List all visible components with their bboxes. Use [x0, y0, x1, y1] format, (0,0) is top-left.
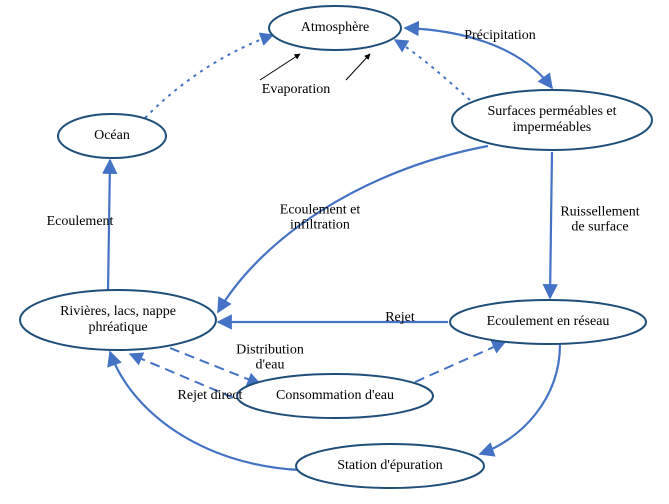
edge-label-e_ecoul_ocean: Ecoulement	[47, 214, 114, 229]
edge-e_infilt	[218, 146, 488, 312]
edge-e_evap_thin1	[260, 54, 300, 80]
edge-label-e_rejetdir: Rejet direct	[178, 388, 243, 403]
edge-e_evap_from_surf	[395, 40, 470, 100]
edge-e_conso_to_ecoul	[415, 342, 505, 382]
edge-e_evap_from_ocean	[145, 35, 273, 118]
edge-label-e_distrib: Distributiond'eau	[236, 343, 304, 373]
edge-label-e_infilt: Ecoulement etinfiltration	[280, 203, 361, 233]
edge-label-e_evap_lbl: Evaporation	[262, 82, 330, 97]
node-surf: Surfaces perméables etimperméables	[452, 90, 652, 150]
edge-label-e_ruiss: Ruissellementde surface	[560, 205, 639, 235]
edge-label-e_rejet: Rejet	[385, 310, 415, 325]
node-step: Station d'épuration	[296, 444, 484, 488]
node-atm: Atmosphère	[269, 6, 401, 50]
node-label-ocean: Océan	[94, 128, 130, 143]
node-label-ecoul: Ecoulement en réseau	[487, 314, 610, 329]
edge-label-e_precip: Précipitation	[464, 28, 536, 43]
water-cycle-diagram: Atmosphère Océan Surfaces perméables etimp…	[0, 0, 669, 504]
node-conso: Consommation d'eau	[237, 374, 433, 418]
node-label-conso: Consommation d'eau	[276, 388, 394, 403]
edge-e_evap_thin2	[346, 54, 370, 80]
node-ocean: Océan	[58, 114, 166, 158]
node-ecoul: Ecoulement en réseau	[450, 300, 646, 344]
nodes-layer: Atmosphère Océan Surfaces perméables etimp…	[20, 6, 652, 488]
node-riv: Rivières, lacs, nappephréatique	[20, 290, 216, 350]
node-label-atm: Atmosphère	[301, 20, 369, 35]
edge-e_ruiss	[550, 152, 552, 298]
edge-e_ecoul_to_step	[480, 344, 560, 454]
node-label-step: Station d'épuration	[337, 458, 443, 473]
